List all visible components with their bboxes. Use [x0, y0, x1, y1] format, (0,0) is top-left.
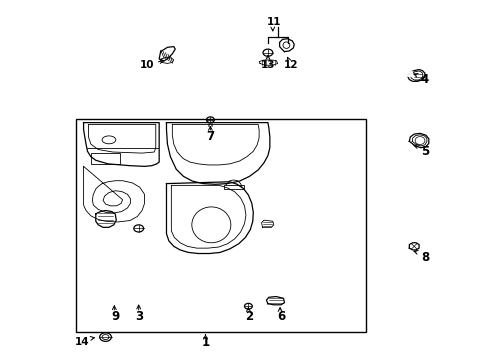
Text: 12: 12	[283, 60, 298, 70]
Text: 11: 11	[266, 17, 281, 27]
Text: 3: 3	[135, 310, 143, 324]
Bar	[91, 153, 120, 164]
Text: 6: 6	[276, 310, 285, 324]
Text: 1: 1	[201, 336, 209, 348]
Text: 10: 10	[140, 60, 154, 70]
Text: 14: 14	[75, 337, 90, 347]
Text: 9: 9	[111, 310, 119, 324]
Text: 2: 2	[245, 310, 253, 324]
Bar	[224, 185, 244, 189]
Bar	[76, 119, 366, 332]
Text: 5: 5	[420, 145, 428, 158]
Text: 8: 8	[420, 251, 428, 264]
Text: 4: 4	[420, 73, 428, 86]
Text: 7: 7	[206, 130, 214, 144]
Text: 13: 13	[260, 60, 275, 70]
